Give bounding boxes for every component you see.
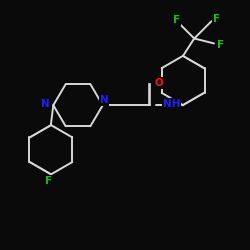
Text: F: F: [216, 40, 224, 50]
Text: O: O: [154, 78, 163, 88]
Text: F: F: [173, 15, 180, 25]
Text: NH: NH: [163, 99, 181, 109]
Text: F: F: [45, 176, 52, 186]
Text: N: N: [41, 99, 50, 109]
Text: N: N: [100, 95, 108, 105]
Text: F: F: [213, 14, 220, 24]
